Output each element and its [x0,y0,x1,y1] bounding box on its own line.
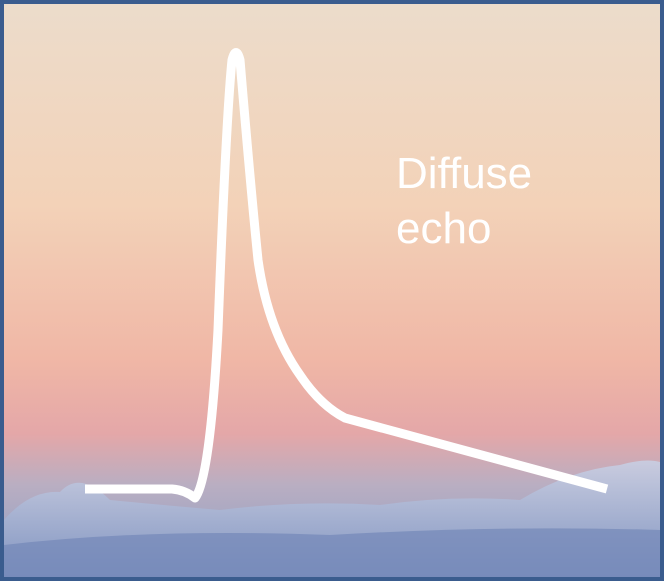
background [4,4,660,577]
snow-foreground [4,528,660,577]
echo-waveform [85,48,609,503]
label-line: Diffuse [396,149,532,198]
label-line: echo [396,204,491,253]
